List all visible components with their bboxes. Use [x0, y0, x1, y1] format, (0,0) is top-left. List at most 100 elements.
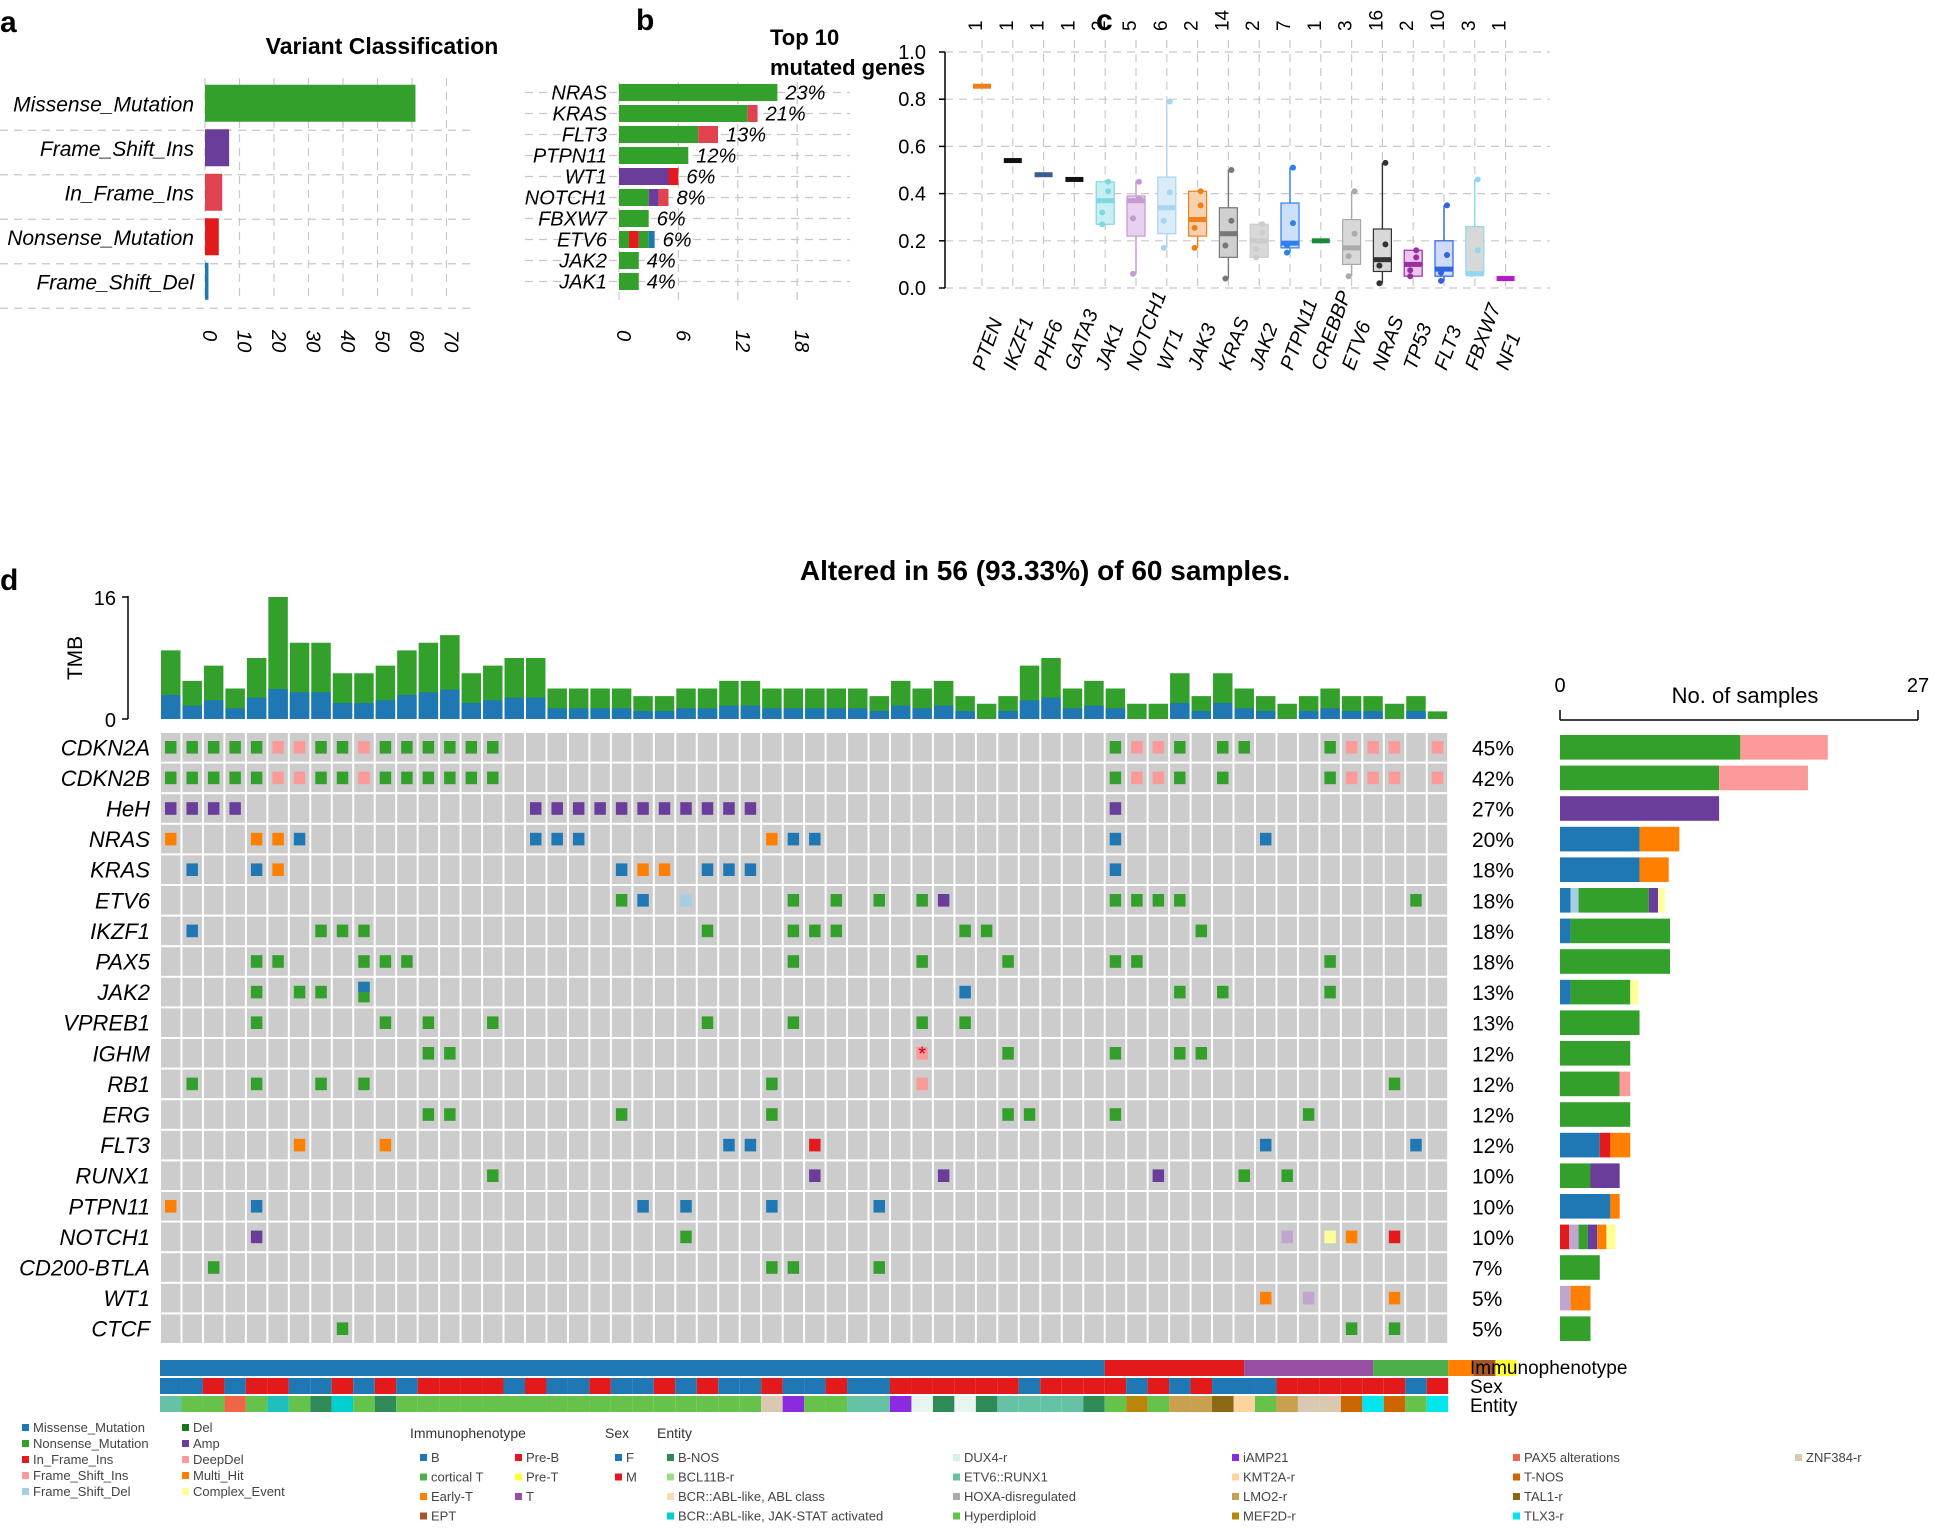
side-bar-segment	[1570, 979, 1631, 1005]
oncoplot-percent-label: 12%	[1472, 1105, 1514, 1128]
oncoplot-percent-label: 7%	[1472, 1258, 1502, 1281]
oncoplot-cell	[440, 855, 460, 884]
oncoplot-cell	[332, 1069, 353, 1099]
oncoplot-cell	[933, 733, 954, 762]
panel-a-category-label: Missense_Mutation	[13, 93, 194, 116]
entity-track-cell	[482, 1396, 504, 1412]
oncoplot-cell	[848, 794, 868, 823]
oncoplot-cell	[676, 1253, 696, 1282]
oncoplot-mutation-cell	[229, 802, 241, 815]
oncoplot-mutation-cell	[1174, 1047, 1186, 1060]
oncoplot-cell	[397, 824, 417, 854]
entity-track-cell	[718, 1396, 740, 1412]
oncoplot-mutation-cell	[379, 1016, 392, 1029]
oncoplot-complex-marker: *	[918, 1043, 926, 1065]
sex-track-cell	[932, 1378, 955, 1394]
oncoplot-gene-label: CTCF	[91, 1317, 151, 1342]
oncoplot-cell	[397, 1314, 417, 1343]
sex-track-cell	[353, 1378, 375, 1394]
oncoplot-mutation-cell	[358, 771, 370, 785]
oncoplot-cell	[1062, 947, 1083, 976]
oncoplot-mutation-cell	[1217, 771, 1229, 785]
oncoplot-cell	[397, 916, 417, 946]
oncoplot-cell	[483, 1222, 503, 1252]
side-bar-segment	[1560, 949, 1671, 974]
side-bar-segment	[1658, 888, 1665, 913]
oncoplot-cell	[525, 1283, 546, 1313]
oncoplot-cell	[976, 794, 997, 823]
oncoplot-cell	[933, 763, 954, 793]
panel-b-bar-segment	[747, 105, 758, 122]
oncoplot-cell	[397, 1100, 417, 1129]
oncoplot-cell	[1255, 1100, 1276, 1129]
panel-c-point	[1413, 254, 1420, 261]
oncoplot-mutation-cell	[186, 771, 198, 785]
oncoplot-cell	[1148, 1069, 1169, 1099]
oncoplot-cell	[1213, 855, 1233, 884]
oncoplot-mutation-cell	[186, 802, 198, 815]
oncoplot-cell	[998, 977, 1018, 1007]
oncoplot-cell	[654, 977, 675, 1007]
oncoplot-cell	[1363, 1161, 1383, 1190]
oncoplot-cell	[848, 947, 868, 976]
oncoplot-cell	[1062, 733, 1083, 762]
oncoplot-cell	[1084, 977, 1104, 1007]
oncoplot-cell	[1427, 977, 1448, 1007]
oncoplot-mutation-cell	[1388, 1322, 1401, 1335]
oncoplot-mutation-cell	[658, 863, 671, 876]
oncoplot-cell	[1320, 1283, 1340, 1313]
oncoplot-cell	[1341, 1253, 1362, 1282]
tmb-bar	[1127, 703, 1147, 719]
oncoplot-mutation-cell	[487, 1169, 499, 1182]
sex-track-cell	[975, 1378, 998, 1394]
oncoplot-cell	[869, 855, 889, 884]
oncoplot-cell	[568, 763, 589, 793]
panel-c-point	[1253, 254, 1260, 261]
tmb-bar-segment	[740, 705, 761, 719]
oncoplot-cell	[676, 1161, 696, 1190]
sex-track-cell	[439, 1378, 461, 1394]
panel-b-bar-segment	[619, 273, 639, 290]
oncoplot-mutation-cell	[1431, 741, 1444, 754]
oncoplot-cell	[912, 1314, 932, 1343]
entity-track-cell	[288, 1396, 311, 1412]
oncoplot-gene-label: RB1	[107, 1072, 150, 1097]
oncoplot-mutation-cell	[680, 1230, 692, 1244]
sex-track-cell	[374, 1378, 397, 1394]
panel-c-count: 16	[1366, 10, 1387, 31]
oncoplot-mutation-cell	[787, 1016, 800, 1029]
panel-b-percent-label: 4%	[647, 272, 676, 294]
oncoplot-mutation-cell	[229, 771, 241, 785]
oncoplot-mutation-cell	[379, 741, 392, 754]
oncoplot-cell	[418, 1222, 439, 1252]
oncoplot-cell	[354, 1039, 374, 1068]
oncoplot-cell	[654, 916, 675, 946]
oncoplot-cell	[697, 1100, 718, 1129]
legend-entity-label: BCR::ABL-like, JAK-STAT activated	[678, 1509, 883, 1524]
oncoplot-cell	[1127, 1192, 1147, 1221]
tmb-bar-segment	[998, 710, 1018, 719]
sex-track-cell	[1297, 1378, 1320, 1394]
oncoplot-cell	[1427, 1130, 1448, 1160]
oncoplot-cell	[590, 824, 610, 854]
oncoplot-mutation-cell	[186, 924, 198, 938]
oncoplot-cell	[890, 916, 911, 946]
panel-a-bar	[205, 218, 219, 256]
oncoplot-cell	[1406, 977, 1426, 1007]
oncoplot-cell	[1234, 1253, 1254, 1282]
oncoplot-cell	[976, 1039, 997, 1068]
oncoplot-cell	[268, 794, 288, 823]
panel-a-category-label: Frame_Shift_Del	[36, 271, 195, 294]
tmb-bar-segment	[1041, 697, 1061, 719]
oncoplot-cell	[998, 1069, 1018, 1099]
panel-c-point	[1468, 270, 1475, 277]
oncoplot-cell	[483, 794, 503, 823]
tmb-bar-segment	[611, 708, 632, 719]
oncoplot-cell	[783, 1314, 804, 1343]
oncoplot-cell	[483, 1314, 503, 1343]
entity-track-cell	[1319, 1396, 1341, 1412]
sex-track-cell	[503, 1378, 525, 1394]
oncoplot-cell	[933, 1100, 954, 1129]
oncoplot-cell	[1191, 977, 1212, 1007]
side-bar-segment	[1560, 888, 1571, 913]
